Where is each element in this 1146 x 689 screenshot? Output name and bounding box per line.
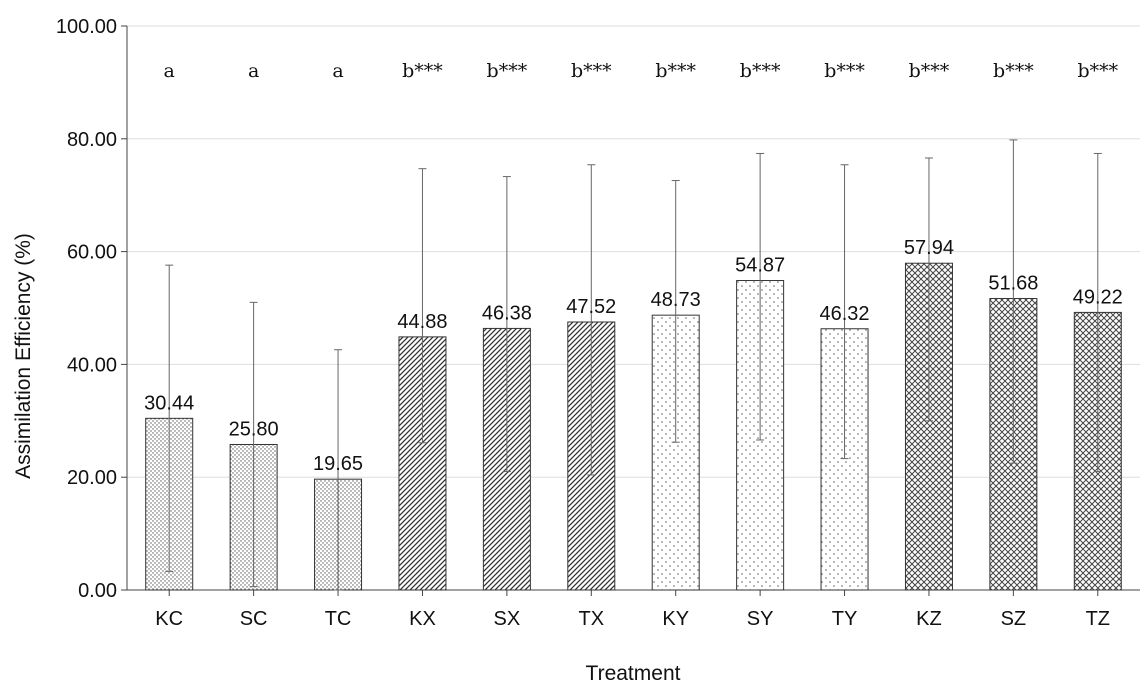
value-label: 54.87: [735, 255, 785, 277]
value-label: 57.94: [904, 237, 954, 259]
y-tick-label: 0.00: [78, 580, 117, 602]
x-tick-label: SZ: [1001, 608, 1027, 630]
significance-label: a: [332, 60, 343, 82]
value-label: 49.22: [1073, 286, 1123, 308]
x-tick-label: SY: [747, 608, 774, 630]
significance-label: b***: [909, 60, 950, 82]
significance-label: b***: [655, 60, 696, 82]
significance-label: b***: [487, 60, 528, 82]
value-label: 47.52: [566, 296, 616, 318]
x-tick-label: SC: [240, 608, 268, 630]
y-tick-label: 80.00: [67, 129, 117, 151]
significance-label: b***: [402, 60, 443, 82]
x-tick-label: KX: [409, 608, 436, 630]
x-tick-label: TZ: [1086, 608, 1110, 630]
x-tick-label: KZ: [916, 608, 942, 630]
bars: [145, 139, 1122, 591]
x-tick-label: KC: [155, 608, 183, 630]
x-tick-label: TC: [325, 608, 352, 630]
y-tick-label: 100.00: [56, 16, 117, 38]
x-axis-title: Treatment: [586, 662, 681, 685]
significance-label: a: [248, 60, 259, 82]
significance-label: b***: [571, 60, 612, 82]
significance-label: b***: [1077, 60, 1118, 82]
x-tick-label: KY: [662, 608, 689, 630]
labels: 30.44 a 25.80 a 19.65 a 44.88 b*** 46.38 b*** 47.5…: [144, 60, 1123, 475]
axes: 0.00 20.00 40.00 60.00 80.00 100.00 KC SC TC KX SX…: [56, 16, 1140, 630]
significance-label: b***: [993, 60, 1034, 82]
value-label: 25.80: [229, 418, 279, 440]
significance-label: b***: [740, 60, 781, 82]
y-tick-label: 40.00: [67, 354, 117, 376]
value-label: 46.38: [482, 302, 532, 324]
value-label: 44.88: [397, 311, 447, 333]
value-label: 30.44: [144, 392, 194, 414]
y-tick-label: 20.00: [67, 467, 117, 489]
significance-label: b***: [824, 60, 865, 82]
y-axis-title: Assimilation Efficiency (%): [12, 233, 35, 479]
gridlines: [127, 25, 1140, 478]
value-label: 48.73: [651, 289, 701, 311]
value-label: 46.32: [820, 303, 870, 325]
significance-label: a: [164, 60, 175, 82]
x-tick-label: SX: [494, 608, 521, 630]
x-tick-label: TX: [579, 608, 605, 630]
y-tick-label: 60.00: [67, 242, 117, 264]
value-label: 51.68: [988, 273, 1038, 295]
x-tick-label: TY: [832, 608, 858, 630]
value-label: 19.65: [313, 453, 363, 475]
